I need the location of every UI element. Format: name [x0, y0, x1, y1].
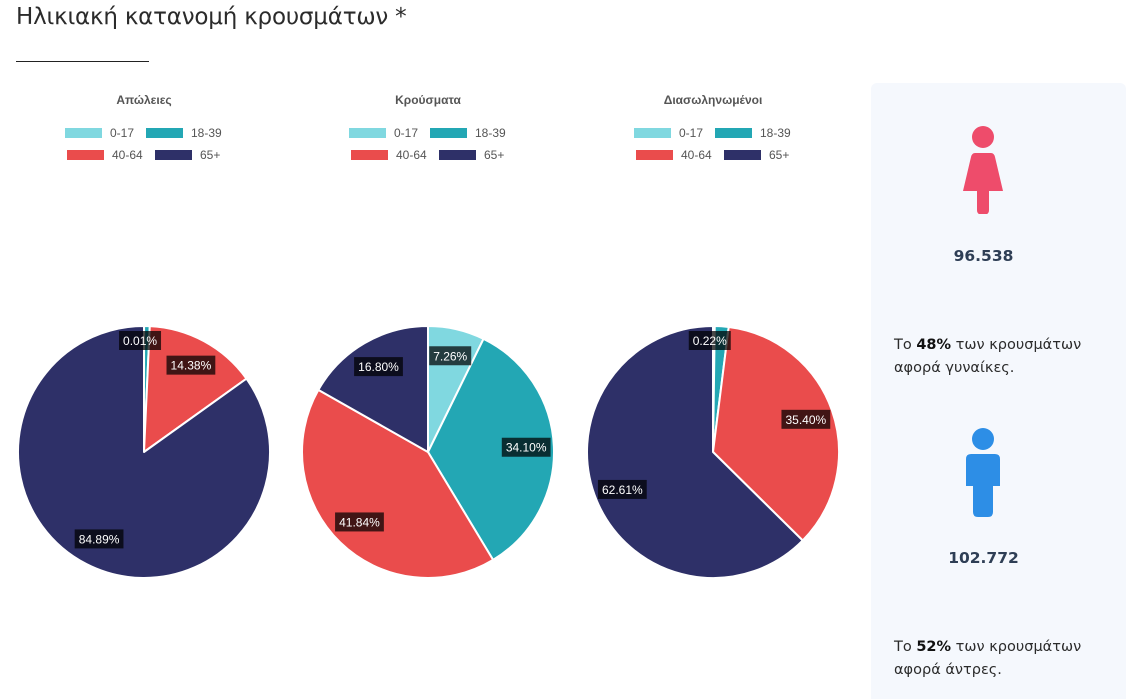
legend-item-40-64[interactable]: 40-64 [67, 148, 143, 162]
legend-swatch [351, 150, 388, 160]
data-label-text: 0.22% [693, 334, 727, 348]
pie-slice-18-39[interactable] [427, 337, 556, 561]
male-description: Το 52% των κρουσμάτων αφορά άντρες. [894, 636, 1109, 682]
legend-item-40-64[interactable]: 40-64 [351, 148, 427, 162]
legend-label: 18-39 [760, 126, 791, 140]
female-text-suffix: των κρουσμάτων αφορά γυναίκες. [894, 337, 1082, 376]
pie-chart-1: Απώλειες 0-17 18-39 40-64 65+ 0.01% 14.38% 84.8… [17, 93, 271, 579]
female-text-prefix: Το [894, 337, 917, 353]
data-label-40-64: 14.38% [166, 355, 216, 375]
male-percent: 52% [916, 639, 952, 655]
chart-title: Κρούσματα [395, 93, 461, 107]
legend-item-65-plus[interactable]: 65+ [439, 148, 504, 162]
data-label-background [74, 529, 124, 549]
page-title: Ηλικιακή κατανομή κρουσμάτων * [16, 4, 407, 30]
legend-label: 65+ [484, 148, 504, 162]
data-label-0-17: 7.26% [429, 346, 472, 366]
legend-label: 18-39 [191, 126, 222, 140]
legend-label: 65+ [200, 148, 220, 162]
data-label-0-17: 0.01% [119, 331, 162, 350]
legend-swatch [715, 128, 752, 138]
legend-item-18-39[interactable]: 18-39 [430, 126, 506, 140]
legend-swatch [67, 150, 104, 160]
data-label-text: 41.84% [339, 515, 380, 529]
legend-item-18-39[interactable]: 18-39 [715, 126, 791, 140]
data-label-65-plus: 84.89% [74, 529, 124, 549]
legend-swatch [636, 150, 673, 160]
legend-swatch [155, 150, 192, 160]
data-label-background [119, 331, 162, 350]
legend-item-0-17[interactable]: 0-17 [634, 126, 703, 140]
pie-slice-65-plus[interactable] [586, 325, 804, 579]
chart-title: Διασωληνωμένοι [664, 93, 763, 107]
data-label-65-plus: 62.61% [597, 479, 647, 499]
data-label-18-39: 34.10% [501, 437, 551, 457]
legend-item-18-39[interactable]: 18-39 [146, 126, 222, 140]
data-label-background [688, 331, 731, 350]
gender-panel: 96.538 Το 48% των κρουσμάτων αφορά γυναί… [871, 83, 1126, 699]
pie-slice-65-plus[interactable] [17, 325, 271, 579]
data-label-text: 62.61% [602, 483, 643, 497]
legend-label: 18-39 [475, 126, 506, 140]
data-label-text: 14.38% [171, 359, 212, 373]
legend-item-0-17[interactable]: 0-17 [349, 126, 418, 140]
legend-swatch [146, 128, 183, 138]
data-label-text: 35.40% [786, 413, 827, 427]
female-percent: 48% [916, 337, 952, 353]
pie-chart-2: Κρούσματα 0-17 18-39 40-64 65+ 7.26% 34.10% 41.… [301, 93, 556, 579]
legend-item-65-plus[interactable]: 65+ [155, 148, 220, 162]
data-label-text: 84.89% [79, 532, 120, 546]
male-text-suffix: των κρουσμάτων αφορά άντρες. [894, 639, 1082, 678]
legend-label: 40-64 [396, 148, 427, 162]
legend-label: 40-64 [112, 148, 143, 162]
data-label-background [781, 409, 831, 429]
legend-swatch [349, 128, 386, 138]
female-description: Το 48% των κρουσμάτων αφορά γυναίκες. [894, 334, 1109, 380]
data-label-background [335, 512, 384, 532]
data-label-65-plus: 16.80% [354, 357, 403, 377]
legend-item-40-64[interactable]: 40-64 [636, 148, 712, 162]
male-icon [966, 428, 1000, 517]
chart-title: Απώλειες [116, 93, 171, 107]
data-label-background [354, 357, 403, 377]
legend-swatch [634, 128, 671, 138]
pie-chart-3: Διασωληνωμένοι 0-17 18-39 40-64 65+ 0.22% 35.4… [586, 93, 840, 579]
male-text-prefix: Το [894, 639, 917, 655]
data-label-text: 16.80% [358, 360, 399, 374]
pie-slice-40-64[interactable] [712, 325, 840, 542]
legend-label: 0-17 [679, 126, 703, 140]
legend-item-0-17[interactable]: 0-17 [65, 126, 134, 140]
data-label-background [501, 437, 551, 457]
legend-item-65-plus[interactable]: 65+ [724, 148, 789, 162]
male-count: 102.772 [948, 549, 1019, 567]
female-count: 96.538 [953, 247, 1014, 265]
legend-label: 0-17 [394, 126, 418, 140]
data-label-background [429, 346, 472, 366]
data-label-40-64: 35.40% [781, 409, 831, 429]
legend-label: 40-64 [681, 148, 712, 162]
data-label-0-17: 0.22% [688, 331, 731, 350]
legend-label: 0-17 [110, 126, 134, 140]
title-divider [16, 61, 149, 62]
data-label-40-64: 41.84% [335, 512, 384, 532]
data-label-text: 0.01% [123, 334, 157, 348]
data-label-text: 7.26% [433, 349, 467, 363]
data-label-text: 34.10% [506, 441, 547, 455]
age-distribution-charts: Απώλειες 0-17 18-39 40-64 65+ 0.01% 14.38% 84.8… [17, 93, 840, 579]
legend-swatch [724, 150, 761, 160]
legend-swatch [65, 128, 102, 138]
data-label-background [597, 479, 647, 499]
data-label-background [166, 355, 216, 375]
legend-swatch [430, 128, 467, 138]
female-icon [963, 126, 1003, 214]
legend-label: 65+ [769, 148, 789, 162]
legend-swatch [439, 150, 476, 160]
